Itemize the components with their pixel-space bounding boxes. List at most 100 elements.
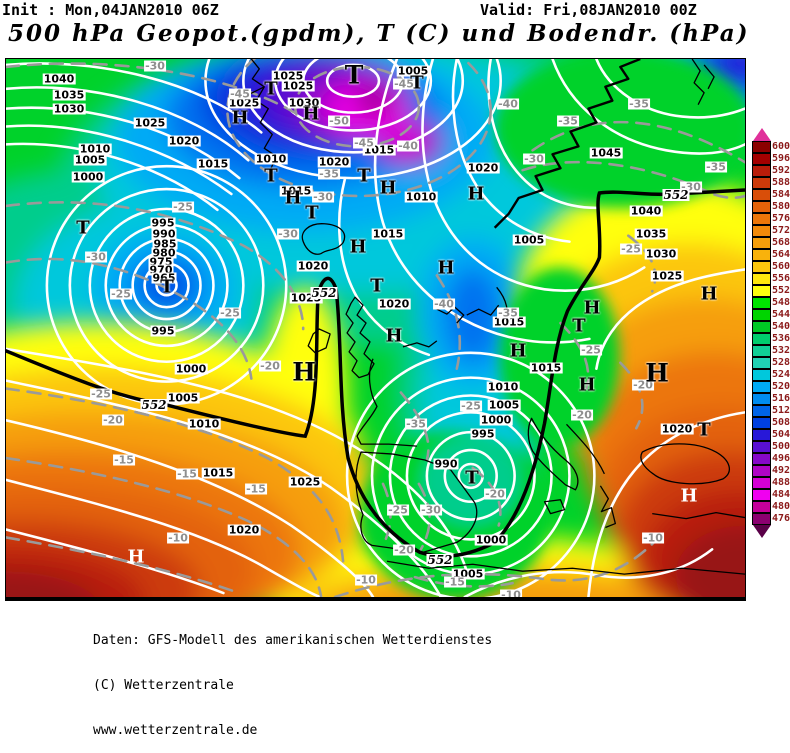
pressure-label: 1020 (296, 259, 330, 273)
pressure-label: 1005 (487, 398, 521, 412)
legend-row: 508 (752, 417, 790, 429)
legend-swatch (752, 273, 771, 285)
legend-value: 568 (772, 237, 790, 248)
legend-swatch (752, 441, 771, 453)
pressure-label: 1010 (404, 190, 438, 204)
legend-value: 572 (772, 225, 790, 236)
legend-value: 488 (772, 477, 790, 488)
temperature-label: -25 (110, 287, 132, 301)
legend-swatch (752, 489, 771, 501)
legend-row: 524 (752, 369, 790, 381)
credit-source: Daten: GFS-Modell des amerikanischen Wet… (93, 633, 493, 648)
legend-value: 580 (772, 201, 790, 212)
legend-value: 532 (772, 345, 790, 356)
legend-value: 484 (772, 489, 790, 500)
legend-row: 492 (752, 465, 790, 477)
temperature-label: -30 (85, 250, 107, 264)
pressure-label: 1020 (377, 297, 411, 311)
pressure-label: 1015 (201, 466, 235, 480)
pressure-label: 1005 (166, 391, 200, 405)
temperature-label: -25 (620, 242, 642, 256)
temperature-label: -30 (523, 152, 545, 166)
legend-row: 588 (752, 177, 790, 189)
pressure-center-marker: H (700, 283, 718, 305)
legend-swatch (752, 177, 771, 189)
legend-value: 516 (772, 393, 790, 404)
temperature-label: -10 (167, 531, 189, 545)
pressure-label: 990 (433, 457, 459, 471)
temperature-label: -15 (245, 482, 267, 496)
pressure-center-marker: H (385, 325, 403, 347)
map-credits: Daten: GFS-Modell des amerikanischen Wet… (93, 603, 492, 753)
legend-row: 600 (752, 141, 790, 153)
legend-row: 484 (752, 489, 790, 501)
pressure-label: 1000 (174, 362, 208, 376)
pressure-label: 970 (148, 263, 174, 277)
legend-row: 536 (752, 333, 790, 345)
temperature-label: -10 (642, 531, 664, 545)
temperature-label: -15 (113, 453, 135, 467)
pressure-label: 1010 (187, 417, 221, 431)
legend-value: 500 (772, 441, 790, 452)
pressure-center-marker: T (410, 72, 424, 94)
contour-552 (6, 188, 745, 558)
geopotential-552-label: 552 (426, 553, 454, 567)
pressure-label: 990 (151, 227, 177, 241)
pressure-label: 1010 (78, 142, 112, 156)
temperature-label: -50 (328, 114, 350, 128)
legend-value: 544 (772, 309, 790, 320)
legend-value: 536 (772, 333, 790, 344)
temperature-label: -20 (259, 359, 281, 373)
pressure-center-marker: H (645, 358, 669, 388)
legend-row: 496 (752, 453, 790, 465)
legend-arrow-up-icon (753, 128, 771, 141)
pressure-label: 965 (151, 271, 177, 285)
pressure-label: 1000 (479, 413, 513, 427)
pressure-label: 1005 (396, 64, 430, 78)
legend-swatch (752, 333, 771, 345)
temperature-label: -30 (144, 59, 166, 73)
legend-row: 532 (752, 345, 790, 357)
pressure-center-marker: T (160, 276, 174, 298)
pressure-center-marker: T (465, 467, 479, 489)
geopotential-552-label: 552 (140, 398, 168, 412)
legend-arrow-down-icon (753, 525, 771, 538)
legend-row: 504 (752, 429, 790, 441)
pressure-label: 1005 (451, 567, 485, 581)
pressure-center-marker: T (370, 275, 384, 297)
pressure-label: 995 (470, 427, 496, 441)
temperature-label: -30 (277, 227, 299, 241)
legend-swatch (752, 453, 771, 465)
legend-row: 592 (752, 165, 790, 177)
pressure-label: 1030 (287, 96, 321, 110)
legend-swatch (752, 381, 771, 393)
page-title: 500 hPa Geopot.(gpdm), T (C) und Bodendr… (8, 20, 750, 47)
weather-map: 1040 1035 1030 1025 1020 1010 1005 1000 1015 995 9… (5, 58, 746, 601)
pressure-center-marker: T (76, 217, 90, 239)
valid-time-label: Valid: Fri,08JAN2010 00Z (480, 1, 697, 19)
legend-swatch (752, 369, 771, 381)
pressure-label: 1020 (167, 134, 201, 148)
pressure-label: 1025 (133, 116, 167, 130)
legend-swatch (752, 189, 771, 201)
pressure-center-marker: H (349, 236, 367, 258)
pressure-label: 1040 (42, 72, 76, 86)
legend-value: 492 (772, 465, 790, 476)
temperature-label: -25 (219, 306, 241, 320)
pressure-label: 1020 (660, 422, 694, 436)
temperature-label: -35 (557, 114, 579, 128)
legend-swatch (752, 153, 771, 165)
legend-swatch (752, 429, 771, 441)
pressure-label: 1010 (254, 152, 288, 166)
legend-swatch (752, 201, 771, 213)
temperature-label: -40 (497, 97, 519, 111)
legend-value: 524 (772, 369, 790, 380)
legend-row: 512 (752, 405, 790, 417)
legend-value: 556 (772, 273, 790, 284)
temperature-label: -15 (444, 575, 466, 589)
pressure-label: 1005 (73, 153, 107, 167)
legend-value: 528 (772, 357, 790, 368)
pressure-label: 1025 (289, 291, 323, 305)
legend-swatch (752, 261, 771, 273)
legend-value: 588 (772, 177, 790, 188)
